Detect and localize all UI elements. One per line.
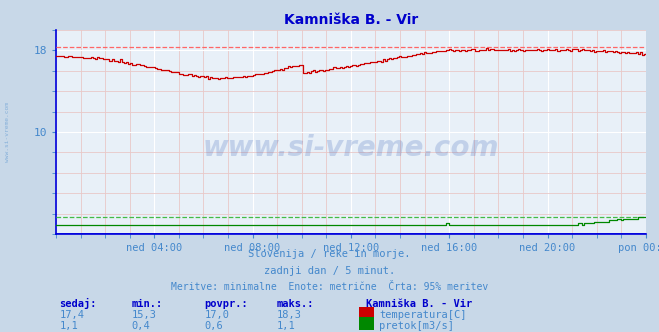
Text: 0,6: 0,6 [204, 321, 223, 331]
Text: sedaj:: sedaj: [59, 298, 97, 309]
Text: 17,4: 17,4 [59, 310, 84, 320]
Text: pretok[m3/s]: pretok[m3/s] [379, 321, 454, 331]
Text: temperatura[C]: temperatura[C] [379, 310, 467, 320]
Text: maks.:: maks.: [277, 299, 314, 309]
Text: 1,1: 1,1 [59, 321, 78, 331]
Text: 0,4: 0,4 [132, 321, 150, 331]
Text: 18,3: 18,3 [277, 310, 302, 320]
Text: www.si-vreme.com: www.si-vreme.com [5, 102, 11, 162]
Text: Kamniška B. - Vir: Kamniška B. - Vir [366, 299, 472, 309]
Text: povpr.:: povpr.: [204, 299, 248, 309]
Text: 17,0: 17,0 [204, 310, 229, 320]
Title: Kamniška B. - Vir: Kamniška B. - Vir [284, 13, 418, 27]
Text: 15,3: 15,3 [132, 310, 157, 320]
Text: 1,1: 1,1 [277, 321, 295, 331]
Text: zadnji dan / 5 minut.: zadnji dan / 5 minut. [264, 266, 395, 276]
Text: min.:: min.: [132, 299, 163, 309]
Text: Meritve: minimalne  Enote: metrične  Črta: 95% meritev: Meritve: minimalne Enote: metrične Črta:… [171, 283, 488, 292]
Text: Slovenija / reke in morje.: Slovenija / reke in morje. [248, 249, 411, 259]
Text: www.si-vreme.com: www.si-vreme.com [203, 134, 499, 162]
